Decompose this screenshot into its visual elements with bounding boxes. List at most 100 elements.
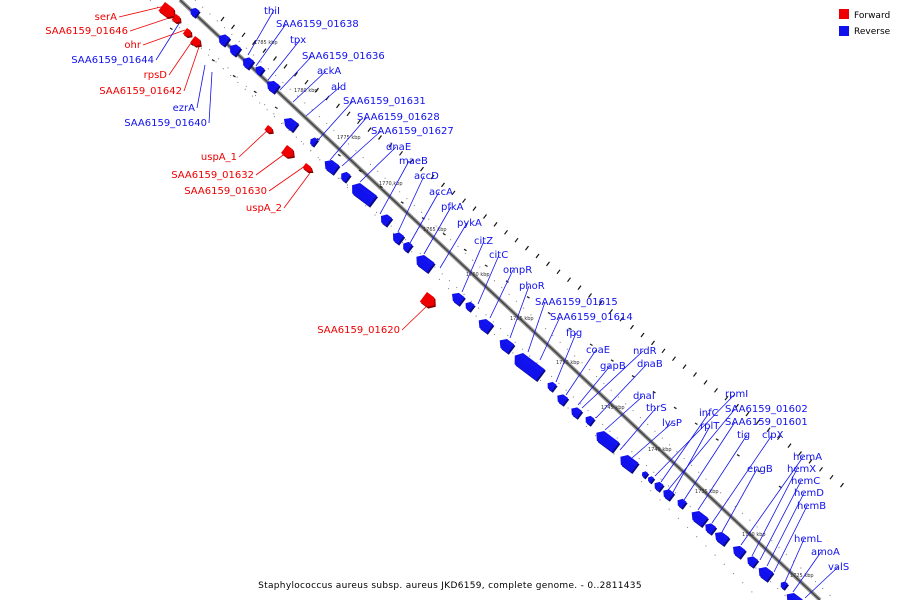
gene-block[interactable] (705, 523, 718, 536)
gene-block[interactable] (596, 431, 621, 454)
gene-block[interactable] (648, 476, 656, 485)
gene-label[interactable]: ompR (503, 265, 532, 276)
gene-block[interactable] (620, 455, 640, 474)
gene-block[interactable] (663, 489, 676, 502)
gene-label[interactable]: rplT (700, 421, 720, 432)
gene-block[interactable] (190, 36, 202, 48)
gene-block[interactable] (419, 292, 436, 309)
gene-label[interactable]: engB (747, 464, 773, 475)
gene-block[interactable] (171, 14, 182, 25)
gene-block[interactable] (758, 567, 775, 583)
gene-block[interactable] (284, 118, 300, 133)
gene-block[interactable] (654, 481, 665, 493)
gene-label[interactable]: pfkA (441, 202, 464, 213)
gene-label[interactable]: SAA6159_01620 (317, 325, 400, 336)
gene-label[interactable]: SAA6159_01614 (550, 312, 633, 323)
gene-label[interactable]: serA (95, 12, 117, 23)
gene-label[interactable]: pykA (457, 218, 482, 229)
gene-block[interactable] (190, 7, 201, 19)
gene-label[interactable]: rpmI (725, 389, 748, 400)
gene-block[interactable] (243, 57, 256, 71)
gene-block[interactable] (747, 556, 760, 569)
gene-block[interactable] (158, 2, 176, 19)
gene-label[interactable]: SAA6159_01640 (124, 118, 207, 129)
gene-label[interactable]: valS (828, 562, 849, 573)
gene-block[interactable] (267, 80, 281, 95)
gene-label[interactable]: uspA_1 (201, 152, 237, 163)
gene-block[interactable] (264, 125, 274, 135)
gene-label[interactable]: SAA6159_01631 (343, 96, 426, 107)
gene-label[interactable]: hemD (794, 488, 824, 499)
gene-label[interactable]: citZ (474, 236, 493, 247)
gene-label[interactable]: hemL (794, 534, 822, 545)
gene-label[interactable]: dnaE (386, 142, 411, 153)
gene-block[interactable] (571, 407, 584, 420)
gene-label[interactable]: SAA6159_01602 (725, 404, 808, 415)
gene-block[interactable] (786, 593, 804, 600)
gene-block[interactable] (230, 44, 243, 58)
gene-label[interactable]: citC (489, 250, 508, 261)
gene-label[interactable]: gapB (600, 361, 626, 372)
gene-label[interactable]: hemX (787, 464, 816, 475)
gene-label[interactable]: tpx (290, 35, 306, 46)
gene-label[interactable]: dnaI (633, 391, 655, 402)
gene-label[interactable]: SAA6159_01628 (357, 112, 440, 123)
gene-label[interactable]: SAA6159_01638 (276, 19, 359, 30)
gene-block[interactable] (310, 137, 319, 148)
gene-label[interactable]: hemB (797, 501, 826, 512)
gene-label[interactable]: SAA6159_01636 (302, 51, 385, 62)
gene-block[interactable] (547, 381, 558, 393)
gene-block[interactable] (403, 241, 414, 254)
gene-block[interactable] (393, 232, 406, 246)
gene-block[interactable] (281, 145, 295, 159)
gene-label[interactable]: thrS (646, 403, 667, 414)
gene-block[interactable] (219, 34, 232, 48)
gene-label[interactable]: ackA (317, 66, 341, 77)
gene-label[interactable]: rpsD (144, 70, 168, 81)
gene-label[interactable]: SAA6159_01615 (535, 297, 618, 308)
gene-label[interactable]: dnaB (637, 359, 663, 370)
gene-label[interactable]: phoR (519, 281, 545, 292)
gene-block[interactable] (478, 319, 495, 335)
gene-block[interactable] (677, 498, 688, 510)
gene-label[interactable]: tig (737, 430, 750, 441)
gene-block[interactable] (557, 394, 570, 407)
gene-block[interactable] (499, 339, 516, 355)
gene-label[interactable]: nrdR (633, 346, 657, 357)
gene-label[interactable]: ald (331, 82, 346, 93)
gene-block[interactable] (715, 532, 731, 547)
gene-block[interactable] (381, 214, 394, 228)
gene-label[interactable]: SAA6159_01601 (725, 417, 808, 428)
gene-label[interactable]: coaE (586, 345, 610, 356)
gene-block[interactable] (452, 292, 466, 307)
gene-block[interactable] (514, 353, 546, 382)
gene-block[interactable] (416, 255, 436, 274)
gene-label[interactable]: amoA (811, 547, 840, 558)
gene-label[interactable]: hemA (793, 452, 822, 463)
gene-label[interactable]: hemC (791, 476, 820, 487)
gene-label[interactable]: ohr (124, 40, 141, 51)
gene-label[interactable]: clpX (762, 430, 784, 441)
gene-label[interactable]: thiI (264, 6, 280, 17)
gene-label[interactable]: accA (429, 187, 453, 198)
gene-block[interactable] (341, 171, 352, 184)
gene-block[interactable] (352, 183, 378, 208)
gene-label[interactable]: SAA6159_01646 (45, 26, 128, 37)
gene-features[interactable] (158, 2, 804, 600)
gene-label[interactable]: uspA_2 (246, 203, 282, 214)
gene-block[interactable] (733, 545, 747, 560)
gene-block[interactable] (780, 581, 789, 591)
gene-label[interactable]: SAA6159_01630 (184, 186, 267, 197)
gene-label[interactable]: SAA6159_01627 (371, 126, 454, 137)
gene-label[interactable]: lysP (662, 418, 682, 429)
gene-label[interactable]: maeB (399, 156, 428, 167)
gene-label[interactable]: SAA6159_01644 (71, 55, 154, 66)
gene-label[interactable]: infC (699, 408, 719, 419)
gene-block[interactable] (324, 160, 341, 176)
gene-label[interactable]: SAA6159_01632 (171, 170, 254, 181)
gene-block[interactable] (302, 163, 314, 173)
gene-label[interactable]: SAA6159_01642 (99, 86, 182, 97)
gene-block[interactable] (465, 301, 476, 313)
gene-label[interactable]: accD (414, 171, 439, 182)
gene-block[interactable] (255, 65, 266, 77)
